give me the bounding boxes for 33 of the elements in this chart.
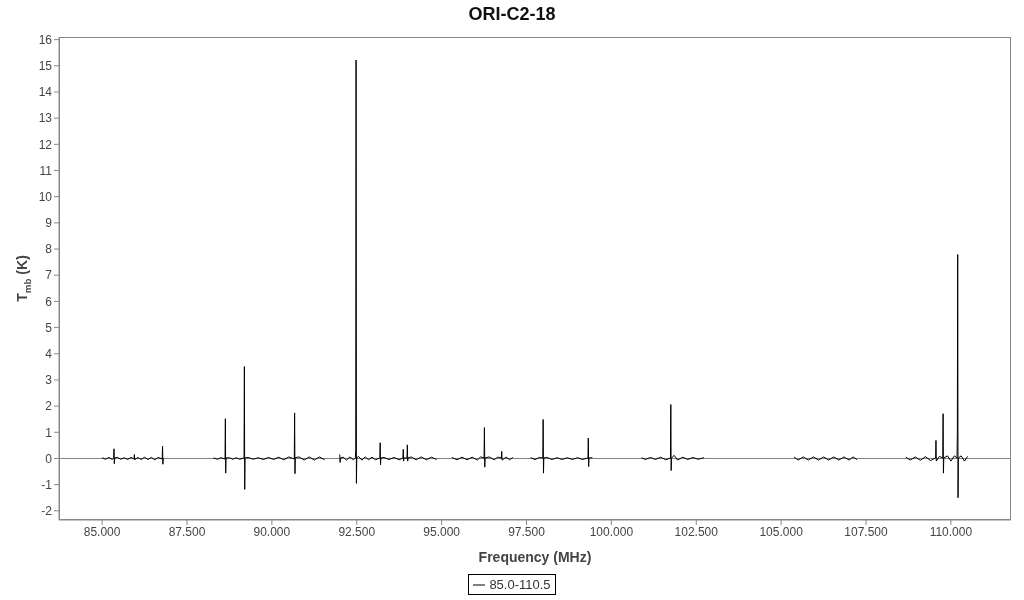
y-tick-label: 11 — [39, 163, 53, 178]
x-tick-label: 97.500 — [508, 524, 546, 539]
x-tick-label: 102.500 — [674, 524, 719, 539]
y-tick-label: -1 — [41, 477, 53, 492]
y-tick-label: 0 — [45, 451, 53, 466]
y-tick-label: 15 — [38, 59, 53, 74]
y-tick-label: 8 — [45, 242, 53, 257]
x-tick-label: 87.500 — [168, 524, 206, 539]
x-axis-title: Frequency (MHz) — [478, 549, 592, 565]
y-tick-label: 13 — [38, 111, 53, 126]
y-tick-label: 6 — [45, 294, 53, 309]
y-tick-label: 5 — [45, 320, 53, 335]
y-tick-label: 2 — [45, 399, 53, 414]
y-tick-label: 16 — [38, 32, 53, 47]
y-tick-label: 3 — [45, 373, 53, 388]
x-tick-label: 90.000 — [253, 524, 291, 539]
x-tick-label: 110.000 — [929, 524, 973, 539]
y-tick-label: 10 — [38, 189, 53, 204]
y-tick-label: 7 — [45, 268, 53, 283]
legend-label: 85.0-110.5 — [489, 577, 551, 592]
x-tick-label: 85.000 — [83, 524, 121, 539]
y-tick-label: 12 — [38, 137, 53, 152]
x-tick-label: 95.000 — [423, 524, 461, 539]
x-tick-label: 107.500 — [844, 524, 889, 539]
chart-title: ORI-C2-18 — [467, 4, 557, 25]
y-tick-label: -2 — [41, 504, 53, 519]
y-tick-label: 4 — [45, 347, 53, 362]
x-tick-label: 92.500 — [338, 524, 376, 539]
x-tick-label: 105.000 — [759, 524, 804, 539]
y-tick-label: 14 — [38, 85, 53, 100]
y-tick-label: 9 — [45, 216, 53, 231]
x-tick-label: 100.000 — [589, 524, 634, 539]
y-tick-label: 1 — [45, 425, 53, 440]
